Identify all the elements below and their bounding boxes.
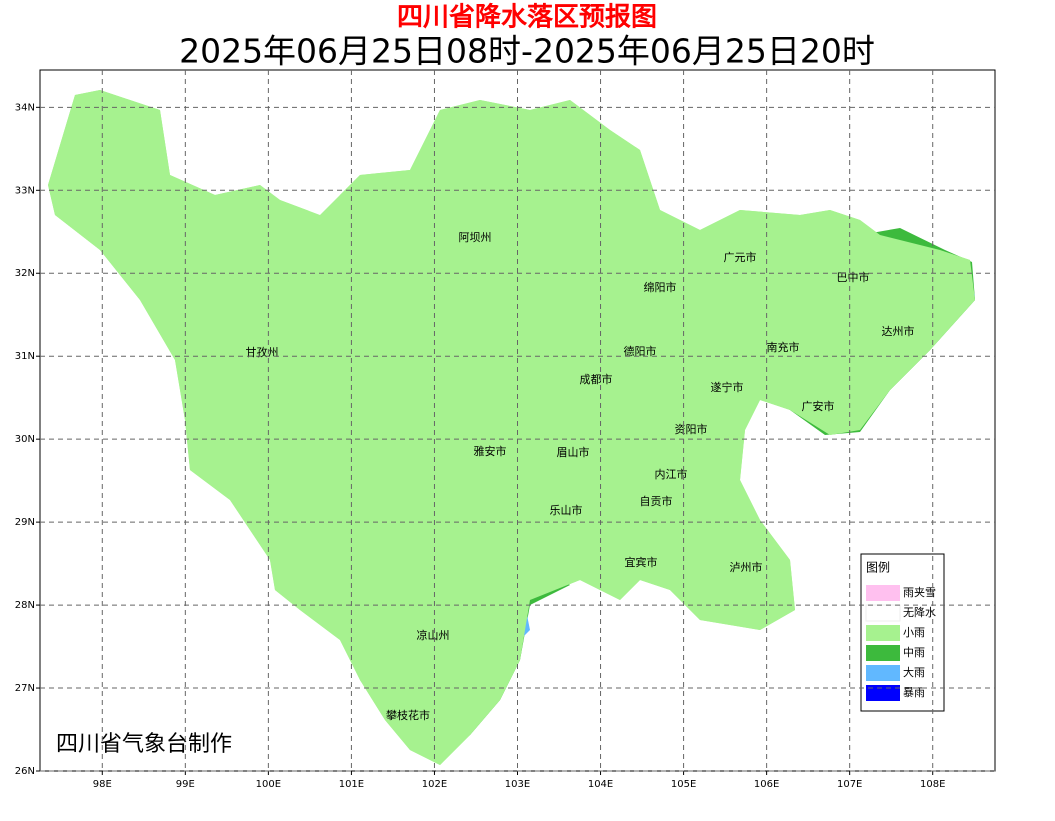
city-label: 宜宾市	[625, 555, 658, 569]
y-tick-label: 26N	[15, 766, 35, 777]
y-tick-label: 27N	[15, 683, 35, 694]
legend-swatch	[866, 645, 900, 661]
city-label: 成都市	[580, 372, 613, 386]
x-tick-label: 100E	[256, 779, 281, 790]
city-label: 泸州市	[730, 560, 763, 574]
x-tick-label: 102E	[422, 779, 447, 790]
x-tick-label: 106E	[754, 779, 779, 790]
x-tick-label: 108E	[920, 779, 945, 790]
credit: 四川省气象台制作	[56, 732, 232, 757]
y-tick-label: 32N	[15, 268, 35, 279]
subtitle: 2025年06月25日08时-2025年06月25日20时	[179, 32, 875, 71]
y-tick-label: 33N	[15, 185, 35, 196]
y-tick-label: 34N	[15, 102, 35, 113]
city-label: 广元市	[724, 250, 757, 264]
city-label: 阿坝州	[459, 230, 492, 244]
legend-swatch	[866, 685, 900, 701]
city-label: 达州市	[882, 324, 915, 338]
y-tick-label: 31N	[15, 351, 35, 362]
city-label: 德阳市	[624, 344, 657, 358]
title: 四川省降水落区预报图	[397, 2, 657, 33]
city-label: 乐山市	[550, 503, 583, 517]
y-tick-label: 28N	[15, 600, 35, 611]
legend-label: 雨夹雪	[903, 586, 936, 599]
city-label: 眉山市	[557, 445, 590, 459]
map-layer	[46, 88, 977, 767]
x-tick-label: 101E	[339, 779, 364, 790]
city-label: 巴中市	[837, 270, 870, 284]
city-label: 雅安市	[474, 444, 507, 458]
x-tick-label: 98E	[93, 779, 112, 790]
legend-label: 无降水	[903, 605, 936, 619]
city-label: 广安市	[802, 399, 835, 413]
x-tick-label: 103E	[505, 779, 530, 790]
legend-swatch	[866, 665, 900, 681]
legend-swatch	[865, 604, 901, 622]
legend-swatch	[866, 585, 900, 601]
legend-label: 暴雨	[903, 686, 925, 699]
city-label: 绵阳市	[644, 280, 677, 294]
legend-label: 小雨	[903, 626, 925, 639]
legend-label: 大雨	[903, 665, 925, 679]
legend-label: 中雨	[903, 646, 925, 659]
city-label: 甘孜州	[246, 345, 279, 359]
x-tick-label: 107E	[837, 779, 862, 790]
legend-swatch	[866, 625, 900, 641]
city-label: 南充市	[767, 340, 800, 354]
legend-title: 图例	[866, 561, 890, 575]
city-label: 攀枝花市	[386, 708, 430, 722]
city-label: 内江市	[655, 467, 688, 481]
x-tick-label: 104E	[588, 779, 613, 790]
y-tick-label: 30N	[15, 434, 35, 445]
city-label: 凉山州	[417, 628, 450, 642]
x-tick-label: 99E	[176, 779, 195, 790]
city-label: 自贡市	[640, 494, 673, 508]
y-tick-label: 29N	[15, 517, 35, 528]
x-tick-label: 105E	[671, 779, 696, 790]
city-label: 资阳市	[675, 422, 708, 436]
city-label: 遂宁市	[711, 380, 744, 394]
